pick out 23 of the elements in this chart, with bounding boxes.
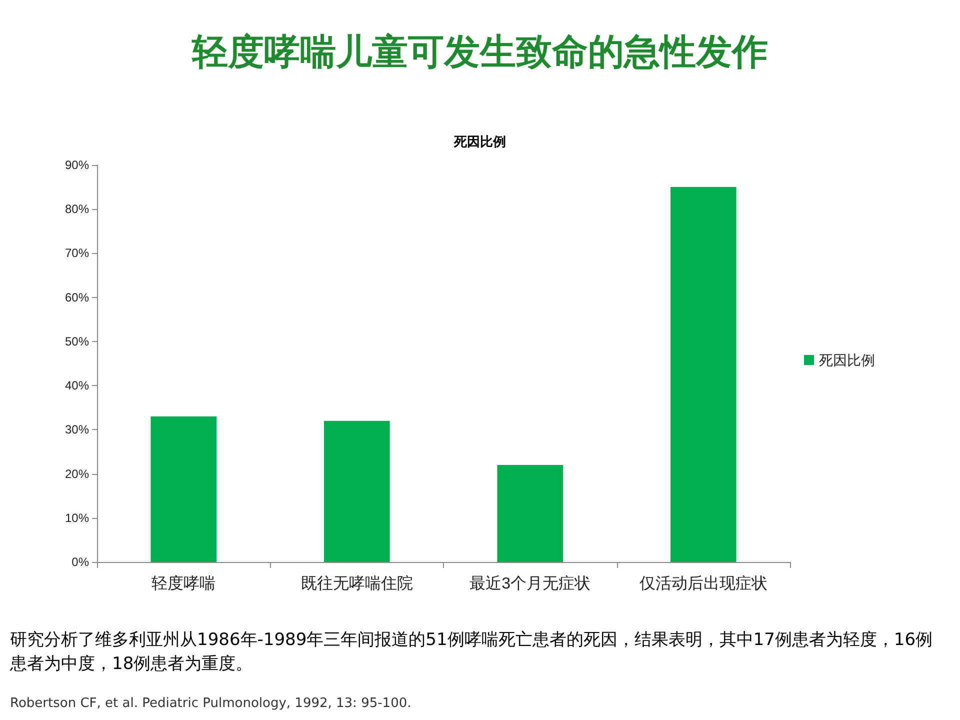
y-tick-label: 50% [64, 334, 90, 348]
y-tick-label: 40% [64, 378, 90, 393]
text: Robertson CF, et al. Pediatric Pulmonology, 1992, 13: 95-100. [10, 696, 412, 711]
y-tick-label: 70% [64, 246, 90, 260]
bar [150, 416, 217, 562]
bar [324, 420, 390, 562]
bar [497, 464, 564, 562]
y-tick-label: 0% [72, 555, 90, 569]
y-tick-label: 30% [64, 422, 90, 437]
x-tick-label: 最近3个月无症状 [470, 574, 591, 592]
y-tick-label: 90% [64, 158, 90, 172]
text: 研究分析了维多利亚州从1986年-1989年三年间报道的51例哮喘死亡患者的死因，结果表明，其中17例患者为轻度，16例患者为中度，18例患者为重度。 [10, 629, 934, 676]
y-tick-label: 10% [64, 510, 90, 525]
y-tick-label: 20% [64, 466, 90, 481]
x-tick-label: 仅活动后出现症状 [639, 574, 768, 592]
x-tick-label: 轻度哮喘 [152, 574, 216, 592]
bar [670, 187, 736, 562]
y-tick-label: 60% [64, 290, 90, 304]
legend-label: 死因比例 [819, 352, 875, 368]
chart-title: 轻度哮喘儿童可发生致命的急性发作 [190, 31, 769, 75]
chart-subtitle: 死因比例 [453, 134, 506, 149]
x-tick-label: 既往无哮喘住院 [300, 574, 413, 592]
y-tick-label: 80% [64, 202, 90, 216]
